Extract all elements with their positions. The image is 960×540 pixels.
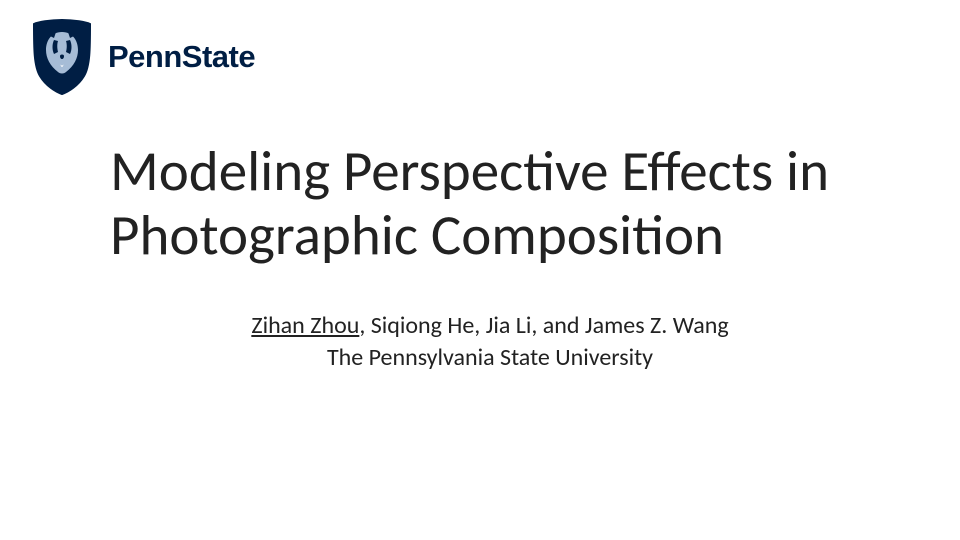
affiliation: The Pennsylvania State University bbox=[110, 342, 870, 374]
coauthors: , Siqiong He, Jia Li, and James Z. Wang bbox=[359, 311, 728, 340]
authors-block: Zihan Zhou, Siqiong He, Jia Li, and Jame… bbox=[110, 310, 870, 375]
presenting-author: Zihan Zhou bbox=[251, 311, 359, 340]
author-line: Zihan Zhou, Siqiong He, Jia Li, and Jame… bbox=[110, 310, 870, 342]
logo-text: PennState bbox=[108, 39, 255, 75]
logo-block: PennState bbox=[30, 18, 255, 96]
slide-title: Modeling Perspective Effects in Photogra… bbox=[110, 140, 870, 268]
pennstate-shield-icon bbox=[30, 18, 94, 96]
slide: PennState Modeling Perspective Effects i… bbox=[0, 0, 960, 540]
